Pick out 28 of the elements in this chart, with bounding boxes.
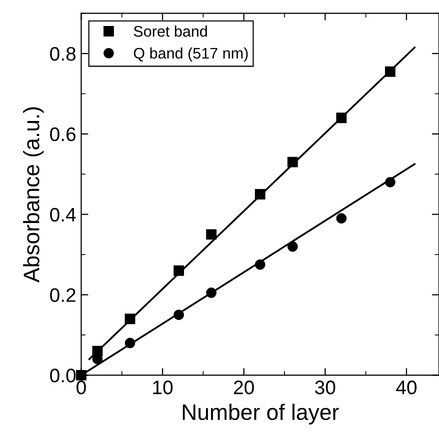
y-tick-label: 0.2 bbox=[50, 288, 76, 302]
point bbox=[336, 213, 347, 224]
point bbox=[124, 314, 136, 324]
y-tick-label: 0.4 bbox=[50, 208, 76, 222]
point bbox=[206, 288, 217, 298]
x-tick-label: 0 bbox=[76, 380, 86, 394]
point bbox=[254, 259, 266, 270]
y-tick-label: 0.8 bbox=[50, 46, 76, 61]
point bbox=[287, 156, 298, 168]
point bbox=[174, 310, 184, 320]
point bbox=[385, 176, 396, 188]
point bbox=[254, 189, 266, 200]
x-tick-label: 20 bbox=[234, 380, 254, 394]
point bbox=[174, 265, 184, 276]
legend-label: Q band (517 nm) bbox=[134, 47, 248, 62]
x-tick-label: 30 bbox=[315, 380, 336, 394]
x-tick-label: 40 bbox=[396, 380, 417, 394]
x-axis-title: Number of layer bbox=[182, 404, 339, 424]
point bbox=[336, 112, 347, 124]
point bbox=[385, 66, 396, 77]
x-tick-label: 10 bbox=[153, 380, 173, 394]
point bbox=[124, 338, 136, 348]
point bbox=[287, 241, 298, 252]
y-axis-title: Absorbance (a.u.) bbox=[23, 107, 44, 283]
legend-label: Soret band bbox=[134, 26, 207, 37]
y-tick-label: 0.6 bbox=[50, 127, 76, 142]
point bbox=[206, 229, 217, 240]
y-tick-label: 0.0 bbox=[50, 368, 76, 382]
